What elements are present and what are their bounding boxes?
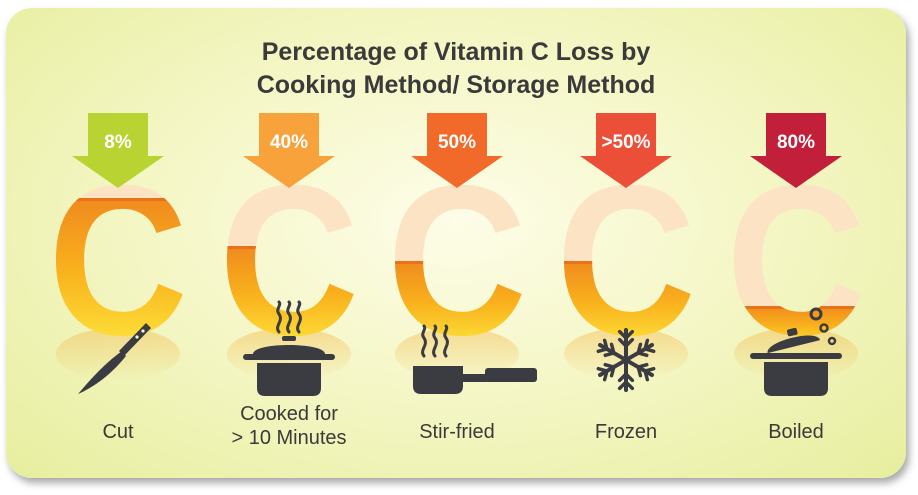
snowflake-icon (596, 328, 656, 392)
chart-title-line-2: Cooking Method/ Storage Method (256, 71, 656, 99)
steaming-pot-icon (243, 300, 335, 396)
chart-item: 80% Boiled (726, 113, 866, 443)
value-label: 8% (104, 132, 132, 153)
category-label: Cooked for > 10 Minutes (231, 403, 346, 449)
boiling-pot-icon (750, 307, 842, 396)
value-label: >50% (601, 132, 650, 153)
chart-title: Percentage of Vitamin C Loss by Cooking … (6, 36, 906, 102)
down-arrow-icon (72, 113, 164, 188)
down-arrow-icon (750, 113, 842, 188)
down-arrow-icon (411, 113, 503, 188)
value-label: 80% (777, 132, 815, 153)
category-label: Stir-fried (419, 421, 495, 443)
down-arrow-icon (580, 113, 672, 188)
value-label: 50% (438, 132, 476, 153)
knife-icon (78, 323, 151, 394)
fill-surface-line (219, 246, 359, 249)
category-label: Frozen (595, 421, 657, 443)
fill-surface-line (556, 261, 696, 264)
chart-item: >50% Frozen (556, 113, 696, 443)
fill-surface-line (387, 261, 527, 264)
chart-item: 50% Stir-fried (387, 113, 537, 443)
fill-surface-line (726, 306, 866, 309)
c-letter-fill (48, 198, 188, 346)
down-arrow-icon (243, 113, 335, 188)
category-label: Cut (102, 421, 134, 443)
infographic-card: Percentage of Vitamin C Loss by Cooking … (6, 8, 906, 478)
chart-item: 40% Cooked for > 10 Minutes (219, 113, 359, 449)
c-letter-fill (387, 261, 527, 346)
frying-pan-icon (413, 324, 537, 394)
chart-title-line-1: Percentage of Vitamin C Loss by (261, 38, 651, 66)
value-label: 40% (270, 132, 308, 153)
category-label: Boiled (768, 421, 824, 443)
fill-surface-line (48, 198, 188, 201)
chart-item: 8% Cut (48, 113, 188, 443)
